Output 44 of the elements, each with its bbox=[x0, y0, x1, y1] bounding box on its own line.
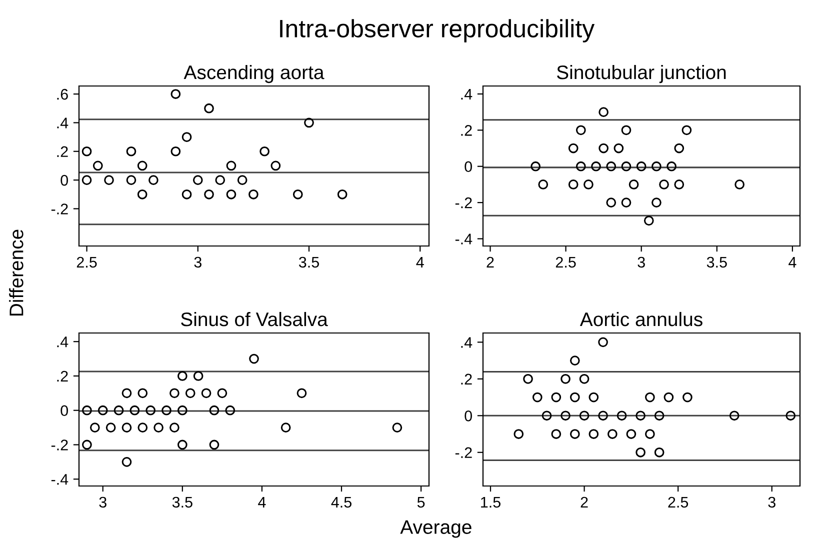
y-tick-label: -.2 bbox=[455, 197, 472, 208]
y-tick-label: -.4 bbox=[455, 234, 472, 244]
y-tick-label: .2 bbox=[461, 125, 472, 136]
y-tick-label: 0 bbox=[60, 405, 68, 416]
x-tick-label: 3 bbox=[194, 256, 202, 268]
x-tick-label: 5 bbox=[417, 496, 425, 508]
y-tick-label: .6 bbox=[57, 88, 68, 100]
y-tick-label: .4 bbox=[57, 118, 68, 128]
x-tick-label: 2.5 bbox=[668, 496, 688, 508]
text: Intra-observer reproducibility bbox=[280, 19, 595, 42]
x-tick-label: 2.5 bbox=[76, 256, 97, 268]
y-tick-label: .2 bbox=[57, 146, 68, 157]
y-tick-label: .4 bbox=[461, 88, 472, 100]
y-tick-label: .2 bbox=[57, 370, 68, 382]
x-tick-label: 3.5 bbox=[706, 256, 727, 268]
chart-title: Sinus of Valsalva bbox=[181, 312, 328, 326]
x-tick-label: 2 bbox=[580, 496, 588, 508]
x-tick-label: 4 bbox=[258, 496, 266, 508]
x-tick-label: 4 bbox=[788, 256, 796, 268]
chart-title: Aortic annulus bbox=[580, 312, 702, 326]
x-tick-label: 3.5 bbox=[172, 496, 192, 508]
x-axis-title: Average bbox=[400, 520, 472, 538]
x-tick-label: 3 bbox=[768, 496, 776, 508]
x-tick-label: 3 bbox=[99, 496, 106, 508]
x-tick-label: 3 bbox=[638, 256, 645, 268]
y-tick-label: 0 bbox=[464, 410, 472, 422]
y-tick-label: -.2 bbox=[455, 447, 472, 458]
y-axis-title: Difference bbox=[9, 230, 24, 316]
x-tick-label: 2.5 bbox=[556, 256, 576, 268]
y-tick-label: .4 bbox=[57, 336, 68, 348]
y-tick-label: .2 bbox=[461, 374, 472, 384]
x-tick-label: 1.5 bbox=[481, 496, 500, 508]
y-tick-label: -.2 bbox=[51, 204, 68, 214]
chart-title: Ascending aorta bbox=[184, 64, 324, 84]
x-tick-label: 4.5 bbox=[331, 496, 352, 508]
x-tick-label: 4 bbox=[416, 256, 424, 268]
y-tick-label: 0 bbox=[464, 161, 472, 172]
y-tick-label: -.4 bbox=[51, 474, 68, 485]
y-tick-label: .4 bbox=[461, 337, 472, 348]
y-tick-label: -.2 bbox=[51, 440, 68, 450]
x-tick-label: 3.5 bbox=[298, 256, 319, 268]
y-tick-label: 0 bbox=[60, 174, 68, 186]
chart-title: Sinotubular junction bbox=[556, 64, 726, 84]
x-tick-label: 2 bbox=[486, 256, 494, 268]
